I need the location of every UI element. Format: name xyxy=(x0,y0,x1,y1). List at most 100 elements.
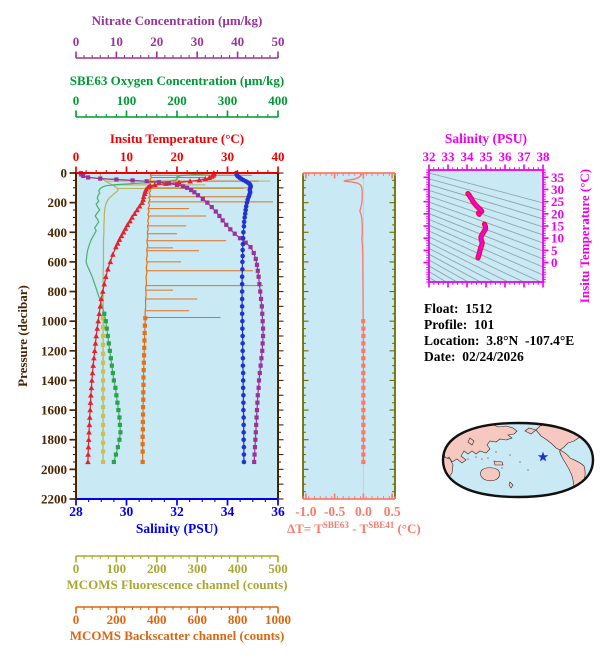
fluorescence-axis-tick-label: 400 xyxy=(228,561,248,576)
ts-temperature-tick-label: 10 xyxy=(551,231,564,246)
data-marker xyxy=(88,384,95,391)
backscatter-axis-tick-label: 400 xyxy=(147,612,167,627)
data-marker xyxy=(237,236,243,241)
island-dot xyxy=(495,451,497,453)
data-marker xyxy=(241,437,246,443)
pressure-tick-label: 1400 xyxy=(41,373,67,388)
data-marker xyxy=(117,422,123,428)
data-marker xyxy=(239,289,245,294)
data-marker xyxy=(260,333,266,339)
landmass-alaska xyxy=(524,427,537,435)
data-marker xyxy=(240,363,246,368)
nitrate-axis: 0 10 20 30 40 50 Nitrate Concentration (µm/kg) xyxy=(73,13,285,59)
contour-line xyxy=(429,236,525,282)
data-marker xyxy=(361,385,366,390)
data-marker xyxy=(99,288,106,294)
data-marker xyxy=(85,444,92,450)
top-axes: 0 10 20 30 40 50 Nitrate Concentration (µm/kg)… xyxy=(70,13,288,118)
contour-line xyxy=(429,248,495,282)
data-marker xyxy=(241,219,247,225)
data-marker xyxy=(240,355,246,361)
data-marker xyxy=(200,196,205,202)
data-marker xyxy=(108,356,113,361)
data-marker xyxy=(86,421,93,428)
data-marker xyxy=(213,209,218,214)
backscatter-axis-title: MCOMS Backscatter channel (counts) xyxy=(70,628,285,643)
data-marker xyxy=(361,319,366,324)
data-marker xyxy=(140,434,145,439)
island-dot xyxy=(481,458,483,460)
pressure-tick-label: 200 xyxy=(48,195,68,210)
backscatter-axis-tick-label: 1000 xyxy=(265,612,291,627)
data-marker xyxy=(361,445,366,450)
data-marker xyxy=(100,378,106,383)
delta-t-axis-title: ΔT= TSBE63 - TSBE41 (°C) xyxy=(287,520,421,536)
data-marker xyxy=(361,415,366,420)
data-marker xyxy=(240,318,245,324)
landmass-japan xyxy=(467,437,475,446)
data-marker xyxy=(86,414,93,420)
data-marker xyxy=(87,407,93,413)
series-backscatter xyxy=(140,172,273,465)
data-marker xyxy=(241,392,246,398)
data-marker xyxy=(253,437,258,442)
temperature-tick-label: 40 xyxy=(272,149,285,164)
data-marker xyxy=(240,241,246,247)
data-marker xyxy=(117,437,122,442)
temperature-tick-label: 0 xyxy=(73,149,80,164)
nitrate-axis-tick-label: 50 xyxy=(272,34,285,49)
data-marker xyxy=(361,356,366,361)
backscatter-axis-tick-label: 600 xyxy=(187,612,207,627)
data-marker xyxy=(118,232,125,239)
data-marker xyxy=(141,382,146,387)
nitrate-axis-title: Nitrate Concentration (µm/kg) xyxy=(92,13,263,28)
data-marker xyxy=(85,458,91,465)
data-marker xyxy=(140,193,147,199)
density-contours xyxy=(429,172,543,282)
series-salinity xyxy=(234,170,254,465)
contour-line xyxy=(429,178,543,212)
data-marker xyxy=(124,221,131,228)
data-marker xyxy=(115,445,121,450)
data-marker xyxy=(140,459,145,465)
delta-t-tick-label: 0.5 xyxy=(384,504,401,519)
contour-line xyxy=(429,242,510,282)
data-marker xyxy=(116,407,121,413)
nitrate-axis-tick-label: 0 xyxy=(73,34,80,49)
data-marker xyxy=(256,378,262,383)
data-marker xyxy=(243,207,248,213)
data-marker xyxy=(240,235,246,241)
contour-line xyxy=(429,218,543,268)
data-marker xyxy=(116,236,123,242)
contour-line xyxy=(429,189,543,228)
data-marker xyxy=(134,207,140,213)
data-marker xyxy=(253,256,258,262)
data-marker xyxy=(254,262,260,267)
data-marker xyxy=(241,407,246,413)
data-marker xyxy=(100,360,106,365)
data-marker xyxy=(258,363,263,368)
data-marker xyxy=(361,363,366,368)
data-marker xyxy=(240,267,245,272)
data-marker xyxy=(255,400,260,405)
data-marker xyxy=(102,273,109,279)
data-marker xyxy=(240,253,245,259)
data-marker xyxy=(361,333,366,339)
data-marker xyxy=(254,407,260,413)
data-marker xyxy=(361,437,366,442)
delta-t-title-part: ΔT= T xyxy=(287,521,323,536)
data-marker xyxy=(139,199,145,205)
data-marker xyxy=(141,367,146,373)
data-marker xyxy=(140,405,146,410)
float-date: Date: 02/24/2026 xyxy=(424,349,524,364)
contour-line xyxy=(429,259,470,282)
data-marker xyxy=(113,385,118,390)
data-marker xyxy=(156,180,161,185)
salinity-tick-label: 36 xyxy=(271,504,285,519)
data-marker xyxy=(255,393,260,398)
data-marker xyxy=(252,459,257,465)
data-marker xyxy=(100,387,106,392)
data-marker xyxy=(180,184,186,189)
